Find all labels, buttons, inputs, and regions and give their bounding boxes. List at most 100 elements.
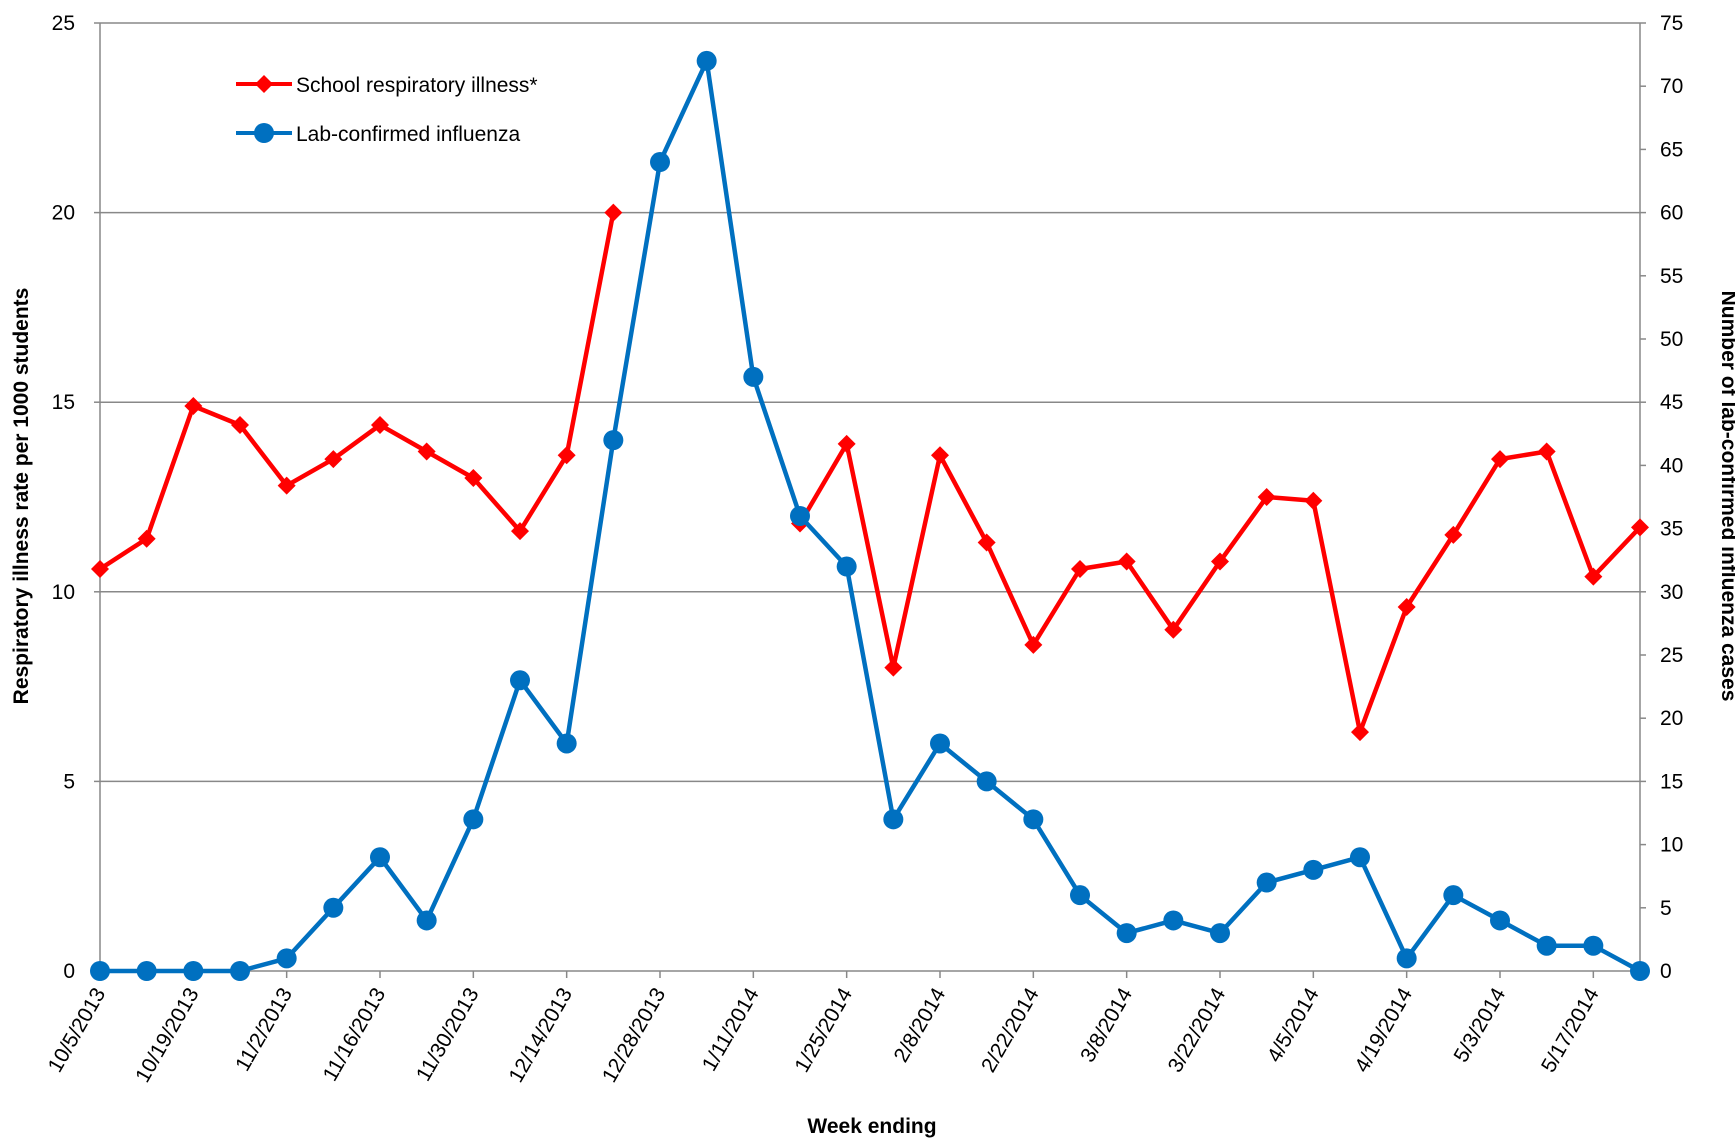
x-tick-label: 4/19/2014 xyxy=(1350,984,1417,1077)
data-point-lab-influenza xyxy=(790,505,810,526)
y2-tick-label: 60 xyxy=(1660,202,1683,225)
legend-label-lab-influenza: Lab-confirmed influenza xyxy=(296,123,520,146)
x-tick-label: 12/14/2013 xyxy=(505,984,577,1087)
x-tick-label: 3/22/2014 xyxy=(1164,984,1231,1077)
data-point-lab-influenza xyxy=(1070,885,1090,906)
data-point-school-illness xyxy=(884,658,903,677)
data-point-lab-influenza xyxy=(1490,910,1510,931)
x-tick-label: 11/2/2013 xyxy=(231,984,297,1075)
x-tick-label: 5/17/2014 xyxy=(1537,984,1604,1077)
x-tick-label: 10/5/2013 xyxy=(44,984,111,1076)
data-point-lab-influenza xyxy=(1210,923,1230,944)
x-tick-label: 4/5/2014 xyxy=(1263,984,1324,1067)
y2-tick-label: 15 xyxy=(1660,770,1683,793)
data-point-lab-influenza xyxy=(1443,885,1464,906)
data-point-school-illness xyxy=(1397,597,1416,616)
y-tick-label: 15 xyxy=(52,391,75,414)
y-tick-label: 25 xyxy=(52,12,75,35)
x-tick-label: 2/22/2014 xyxy=(977,984,1044,1077)
x-axis-title: Week ending xyxy=(807,1115,936,1138)
data-point-lab-influenza xyxy=(90,961,110,981)
data-point-school-illness xyxy=(464,469,483,488)
data-point-school-illness xyxy=(977,533,996,552)
data-point-school-illness xyxy=(1631,518,1649,537)
x-tick-label: 5/3/2014 xyxy=(1450,984,1511,1067)
y2-tick-label: 10 xyxy=(1660,834,1683,857)
data-point-school-illness xyxy=(1351,723,1369,742)
data-point-lab-influenza xyxy=(1256,872,1277,893)
x-tick-labels: 10/5/2013 10/19/2013 11/2/2013 11/16/2013 11… xyxy=(44,984,1604,1087)
data-point-school-illness xyxy=(1257,488,1276,506)
data-point-lab-influenza xyxy=(183,961,204,981)
y2-tick-label: 0 xyxy=(1660,960,1672,983)
data-point-lab-influenza xyxy=(836,556,857,577)
y2-axis-title: Number of lab-confirmed influenza cases xyxy=(1717,291,1735,702)
data-point-school-illness xyxy=(417,442,436,461)
x-tick-label: 3/8/2014 xyxy=(1076,984,1137,1067)
data-point-lab-influenza xyxy=(1396,948,1417,969)
data-point-school-illness xyxy=(557,446,576,465)
data-point-school-illness xyxy=(184,396,203,415)
data-point-school-illness xyxy=(137,529,156,548)
data-point-lab-influenza xyxy=(1023,809,1044,830)
data-point-lab-influenza xyxy=(510,670,530,691)
data-point-lab-influenza xyxy=(1583,935,1604,956)
y2-tick-label: 40 xyxy=(1660,454,1683,477)
data-point-lab-influenza xyxy=(1536,935,1557,956)
data-point-lab-influenza xyxy=(743,366,764,387)
y-tick-label: 20 xyxy=(52,202,75,225)
data-point-school-illness xyxy=(1584,567,1603,586)
data-point-school-illness xyxy=(231,415,249,434)
data-point-lab-influenza xyxy=(1116,923,1137,944)
y2-tick-label: 25 xyxy=(1660,644,1683,667)
data-point-school-illness xyxy=(1164,620,1183,639)
data-point-school-illness xyxy=(1117,552,1136,571)
x-tick-label: 12/28/2013 xyxy=(598,984,670,1087)
x-tick-label: 2/8/2014 xyxy=(890,984,951,1067)
data-point-lab-influenza xyxy=(416,910,437,931)
legend-circle-marker xyxy=(254,123,274,143)
data-point-school-illness xyxy=(1071,560,1089,579)
legend-label-school-illness: School respiratory illness* xyxy=(296,74,538,97)
data-point-lab-influenza xyxy=(370,847,390,868)
y2-tick-label: 55 xyxy=(1660,265,1683,288)
y2-tick-label: 65 xyxy=(1660,138,1683,161)
x-tick-label: 11/16/2013 xyxy=(319,984,391,1085)
data-point-lab-influenza xyxy=(323,897,344,918)
legend: School respiratory illness* Lab-confirme… xyxy=(236,74,538,146)
data-point-school-illness xyxy=(604,203,623,222)
right-y-tick-labels: 0 5 10 15 20 25 30 35 40 45 50 55 60 65 70 75 xyxy=(1660,12,1683,983)
y-tick-label: 0 xyxy=(63,960,75,983)
data-point-school-illness xyxy=(324,450,343,469)
y2-tick-label: 35 xyxy=(1660,518,1683,541)
data-point-school-illness xyxy=(371,415,389,434)
data-point-school-illness xyxy=(1537,442,1556,461)
gridlines xyxy=(100,22,1640,783)
x-tick-label: 1/25/2014 xyxy=(790,984,857,1077)
data-point-lab-influenza xyxy=(1303,859,1324,880)
series-line-school-illness xyxy=(98,212,1642,735)
data-point-lab-influenza xyxy=(976,771,997,792)
y2-tick-label: 5 xyxy=(1660,897,1672,920)
series-group xyxy=(90,50,1650,981)
y2-tick-label: 30 xyxy=(1660,581,1683,604)
y2-tick-label: 50 xyxy=(1660,328,1683,351)
series-line-lab-influenza xyxy=(100,58,1642,974)
y-tick-label: 5 xyxy=(63,770,75,793)
data-point-lab-influenza xyxy=(136,961,157,981)
data-point-lab-influenza xyxy=(1630,961,1650,981)
y2-tick-label: 70 xyxy=(1660,75,1683,98)
data-point-school-illness xyxy=(91,560,109,579)
data-point-lab-influenza xyxy=(603,430,624,451)
x-tick-label: 11/30/2013 xyxy=(412,984,484,1085)
data-point-school-illness xyxy=(1491,450,1509,469)
legend-diamond-marker xyxy=(255,75,273,93)
data-point-lab-influenza xyxy=(930,733,950,754)
left-y-tick-labels: 0 5 10 15 20 25 xyxy=(52,12,75,983)
data-point-lab-influenza xyxy=(463,809,484,830)
data-point-lab-influenza xyxy=(556,733,577,754)
data-point-school-illness xyxy=(1211,552,1229,571)
y-axis-title: Respiratory illness rate per 1000 studen… xyxy=(10,288,33,705)
data-point-school-illness xyxy=(837,434,856,453)
x-tick-label: 1/11/2014 xyxy=(698,984,764,1075)
